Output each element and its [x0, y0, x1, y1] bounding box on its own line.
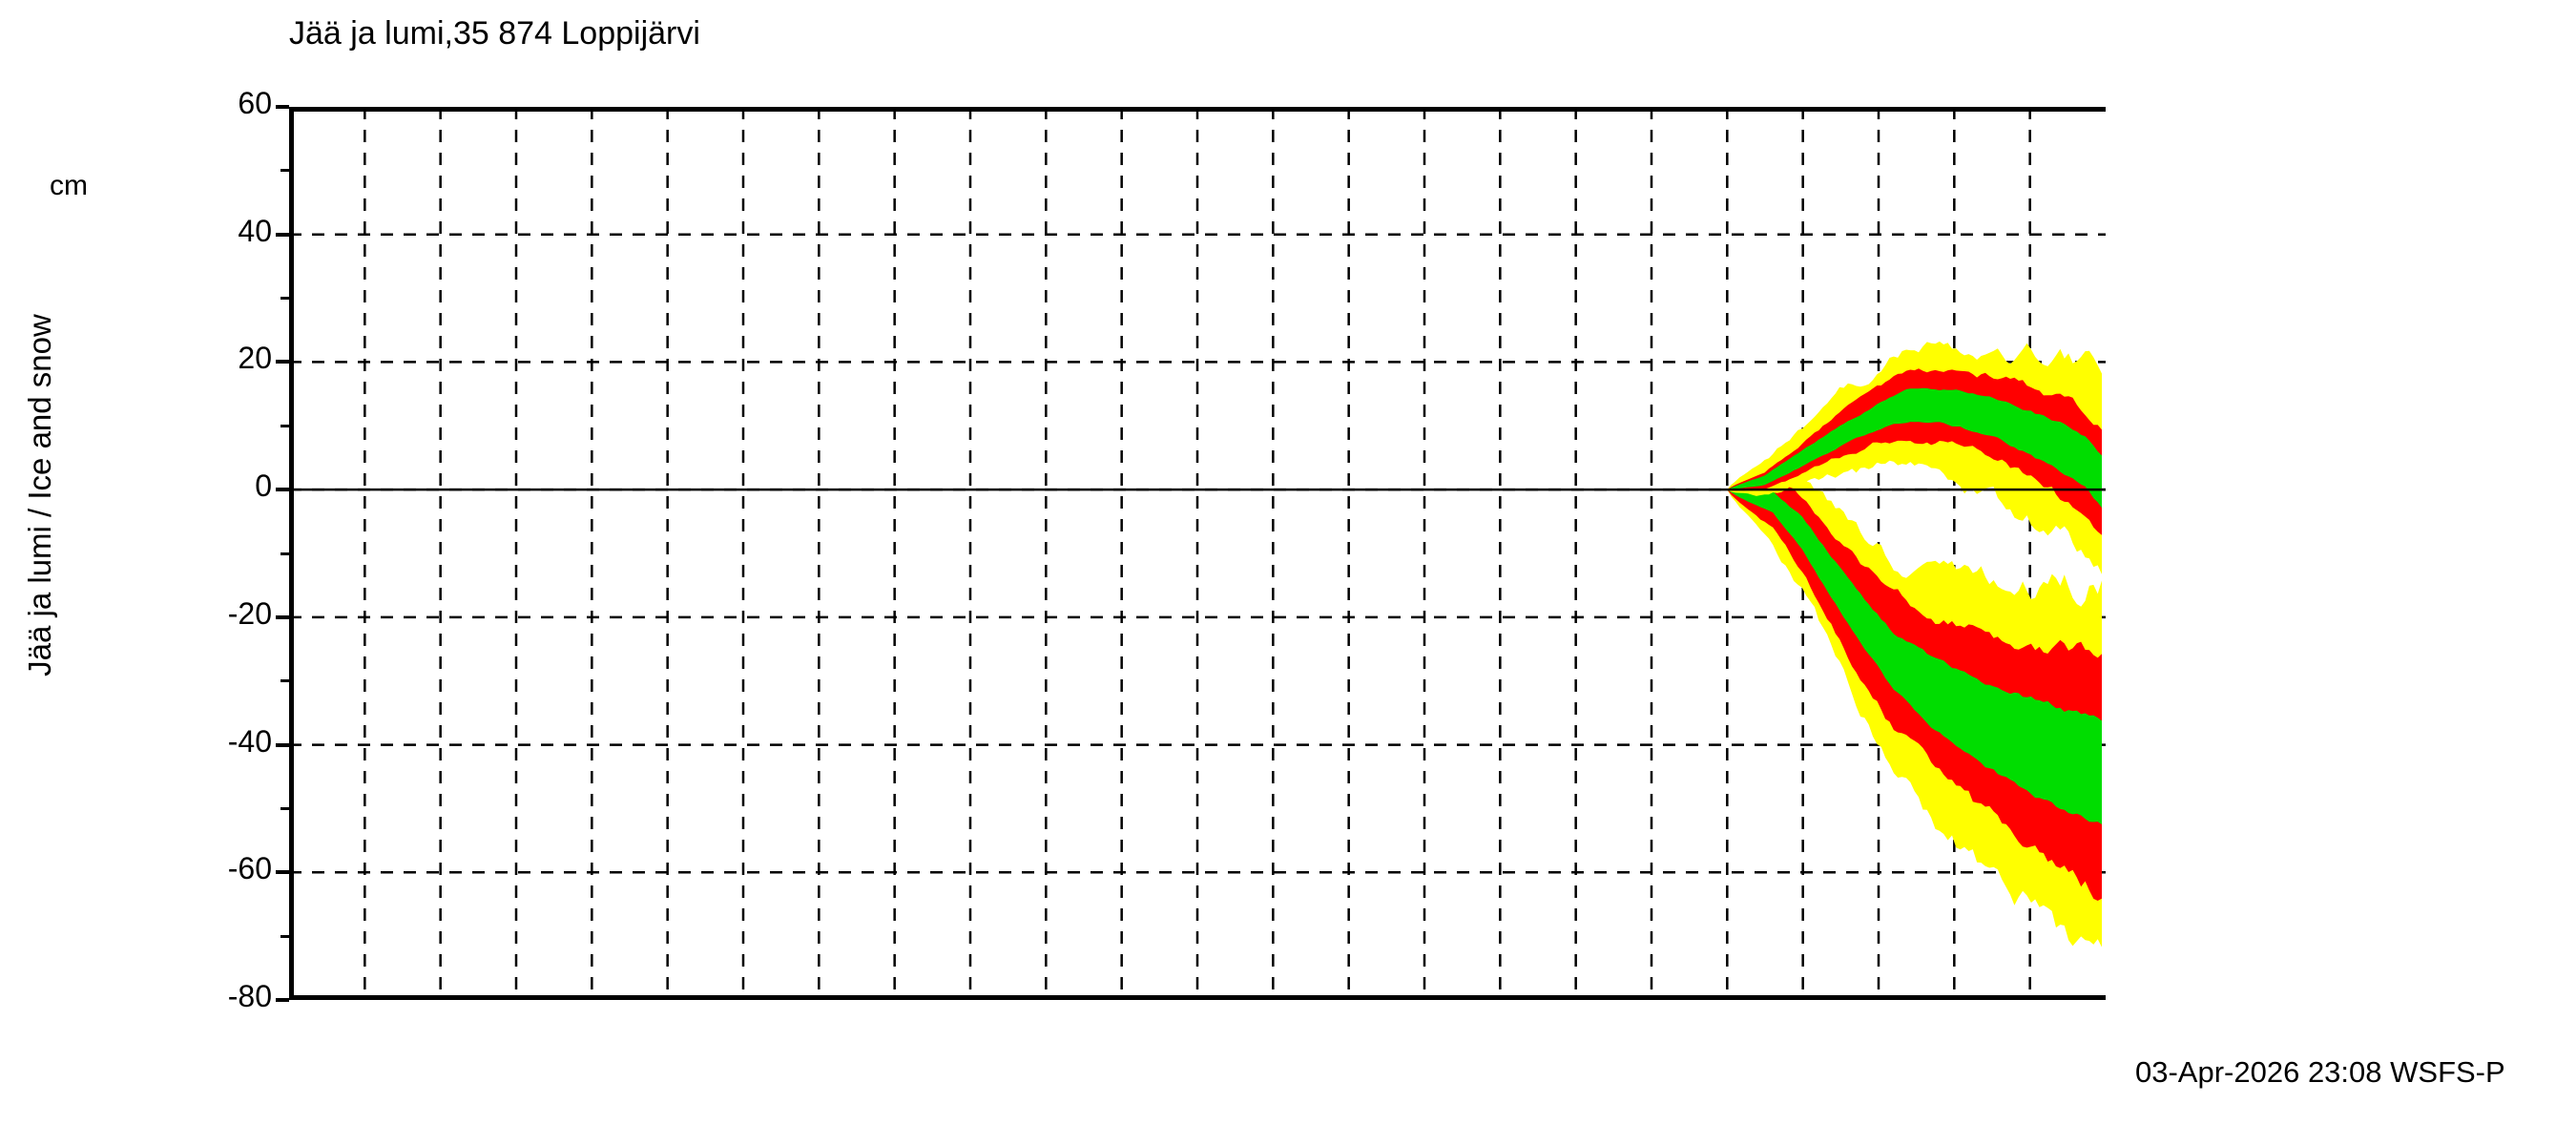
y-axis-spine	[289, 107, 294, 1000]
x-axis	[289, 1000, 2106, 1114]
y-tick-minor	[280, 934, 289, 938]
y-tick-label: 60	[238, 86, 272, 120]
y-tick-minor	[280, 806, 289, 810]
y-tick-minor	[280, 424, 289, 427]
y-tick-mark	[276, 870, 289, 875]
y-axis-title: Jää ja lumi / Ice and snow	[22, 314, 57, 677]
chart-title: Jää ja lumi,35 874 Loppijärvi	[289, 15, 700, 52]
y-tick-mark	[276, 998, 289, 1002]
y-tick-minor	[280, 552, 289, 555]
y-tick-minor	[280, 297, 289, 301]
y-tick-label: -80	[227, 979, 272, 1013]
y-tick-label: 40	[238, 213, 272, 248]
y-tick-mark	[276, 488, 289, 492]
y-tick-mark	[276, 360, 289, 364]
y-tick-mark	[276, 105, 289, 109]
chart-canvas	[289, 107, 2106, 1000]
y-tick-mark	[276, 232, 289, 237]
y-tick-label: -40	[227, 723, 272, 759]
footer-timestamp: 03-Apr-2026 23:08 WSFS-P	[2135, 1055, 2505, 1089]
y-tick-label: -60	[227, 851, 272, 886]
y-tick-minor	[280, 679, 289, 683]
y-tick-mark	[276, 742, 289, 747]
y-tick-label: -20	[227, 595, 272, 631]
y-tick-mark	[276, 614, 289, 619]
y-axis-title-wrap: Jää ja lumi / Ice and snow	[0, 143, 57, 868]
forecast-bands	[1727, 341, 2102, 947]
plot-area	[276, 105, 2106, 1002]
x-axis-spine	[289, 995, 2106, 1000]
y-tick-label: 20	[238, 341, 272, 376]
plot-top-border	[289, 107, 2106, 112]
y-tick-label: 0	[255, 468, 272, 504]
y-axis-unit: cm	[50, 170, 88, 201]
y-tick-minor	[280, 169, 289, 173]
